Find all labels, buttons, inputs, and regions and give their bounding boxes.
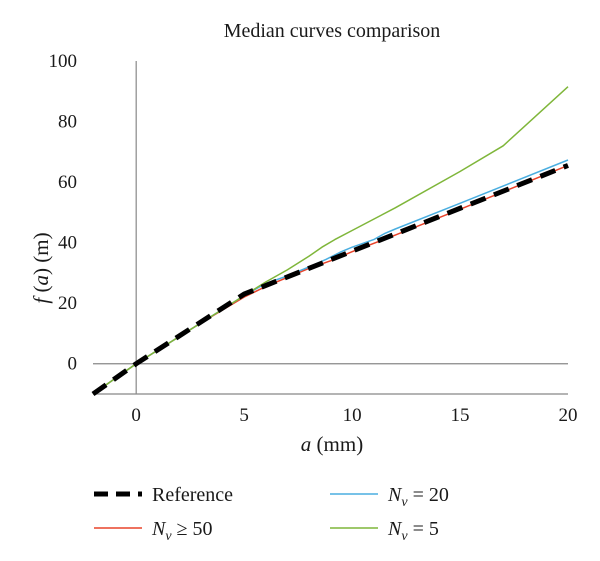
legend-label: Nv = 5 <box>387 518 439 544</box>
legend-item: Nv = 20 <box>330 484 449 510</box>
x-axis-label-unit: (mm) <box>317 432 364 456</box>
legend-label: Nv ≥ 50 <box>151 518 213 544</box>
legend-label: Nv = 20 <box>387 484 449 510</box>
y-tick-label: 80 <box>58 112 77 133</box>
y-axis-label-symbol: a <box>29 275 53 286</box>
y-tick-label: 20 <box>58 293 77 314</box>
x-tick-label: 20 <box>559 405 578 426</box>
series-line <box>91 163 569 397</box>
y-tick-label: 40 <box>58 233 77 254</box>
x-tick-label: 10 <box>343 405 362 426</box>
legend-item: Reference <box>94 484 233 506</box>
x-tick-label: 15 <box>451 405 470 426</box>
y-tick-label: 60 <box>58 172 77 193</box>
x-tick-labels: 0 5 10 15 20 <box>131 405 577 426</box>
legend-item: Nv = 5 <box>330 518 439 544</box>
y-axis-label-func: f <box>29 295 53 304</box>
x-axis-label-symbol: a <box>301 432 312 456</box>
legend-item: Nv ≥ 50 <box>94 518 213 544</box>
series-lines <box>91 86 569 397</box>
y-axis-label: f (a) (m) <box>29 232 53 303</box>
legend-label: Reference <box>152 484 233 506</box>
series-line <box>92 164 569 395</box>
x-tick-label: 5 <box>239 405 249 426</box>
x-axis-label: a (mm) <box>301 432 363 456</box>
axes <box>93 61 568 395</box>
chart-title: Median curves comparison <box>224 20 441 42</box>
y-tick-label: 100 <box>49 51 78 72</box>
x-tick-label: 0 <box>131 405 141 426</box>
y-tick-labels: 0 20 40 60 80 100 <box>49 51 78 375</box>
legend: Reference Nv ≥ 50 Nv = 20 Nv = 5 <box>94 484 449 544</box>
y-tick-label: 0 <box>68 354 78 375</box>
y-axis-label-unit: (m) <box>29 232 53 262</box>
